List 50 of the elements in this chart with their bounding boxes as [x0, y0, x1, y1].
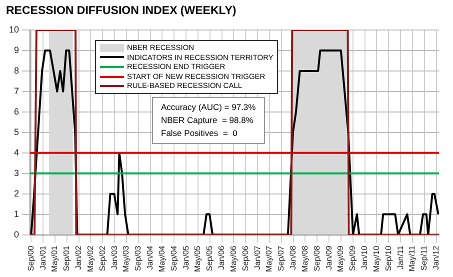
x-tick-label: Jan/03 [110, 245, 119, 270]
y-tick-label: 3 [14, 168, 20, 178]
x-tick-label: Jan/08 [288, 245, 298, 270]
x-tick-label: Jan/02 [74, 245, 84, 270]
x-tick-label: Sep/04 [169, 245, 178, 272]
x-tick-label: Sep/02 [98, 245, 107, 272]
x-tick-label: Sep/03 [134, 245, 143, 272]
x-tick-label: Sep/07 [276, 245, 286, 272]
y-tick-label: 7 [14, 86, 20, 96]
y-tick-label: 9 [14, 44, 20, 55]
x-tick-label: Sep/00 [26, 245, 36, 272]
x-tick-label: Jan/05 [181, 245, 190, 270]
x-tick-label: May/08 [300, 245, 310, 272]
x-tick-label: Jan/06 [217, 245, 226, 270]
x-tick-label: May/11 [408, 245, 417, 272]
x-tick-label: May/07 [264, 245, 274, 272]
y-tick-label: 8 [14, 65, 20, 76]
x-tick-label: Sep/09 [348, 245, 358, 272]
x-tick-label: May/04 [157, 245, 166, 272]
x-tick-label: May/09 [336, 245, 346, 272]
x-tick-label: Jan/01 [38, 245, 48, 270]
y-tick-label: 10 [8, 24, 20, 34]
x-tick-label: May/10 [372, 245, 381, 272]
x-tick-label: Sep/05 [205, 245, 214, 272]
x-tick-label: Jan/10 [360, 245, 370, 270]
x-tick-label: Jan/11 [396, 245, 405, 270]
x-tick-label: Sep/08 [312, 245, 322, 272]
annotation: NBER Capture = 98.8% [161, 115, 254, 125]
y-tick-label: 5 [14, 126, 20, 137]
x-tick-label: May/05 [193, 245, 202, 272]
y-tick-label: 0 [14, 229, 20, 240]
x-tick-label: Sep/11 [420, 245, 429, 271]
y-tick-label: 1 [14, 208, 20, 219]
x-tick-label: Sep/01 [62, 245, 72, 272]
y-tick-label: 2 [14, 188, 20, 198]
x-tick-label: May/06 [228, 245, 238, 272]
x-tick-label: Sep/06 [240, 245, 250, 272]
x-tick-label: May/03 [122, 245, 131, 272]
x-tick-label: May/01 [50, 245, 60, 272]
x-tick-label: Jan/12 [432, 245, 441, 270]
x-tick-label: Jan/07 [252, 245, 262, 270]
y-tick-label: 6 [14, 106, 20, 116]
x-tick-label: Sep/10 [384, 245, 393, 272]
x-tick-label: Jan/09 [324, 245, 334, 270]
y-tick-label: 4 [14, 147, 20, 158]
chart-title: RECESSION DIFFUSION INDEX (WEEKLY) [6, 5, 236, 17]
x-tick-label: Jan/04 [146, 245, 155, 270]
x-tick-label: May/02 [86, 245, 95, 272]
annotation: Accuracy (AUC) = 97.3% [161, 102, 256, 112]
annotation: False Positives = 0 [161, 128, 238, 138]
